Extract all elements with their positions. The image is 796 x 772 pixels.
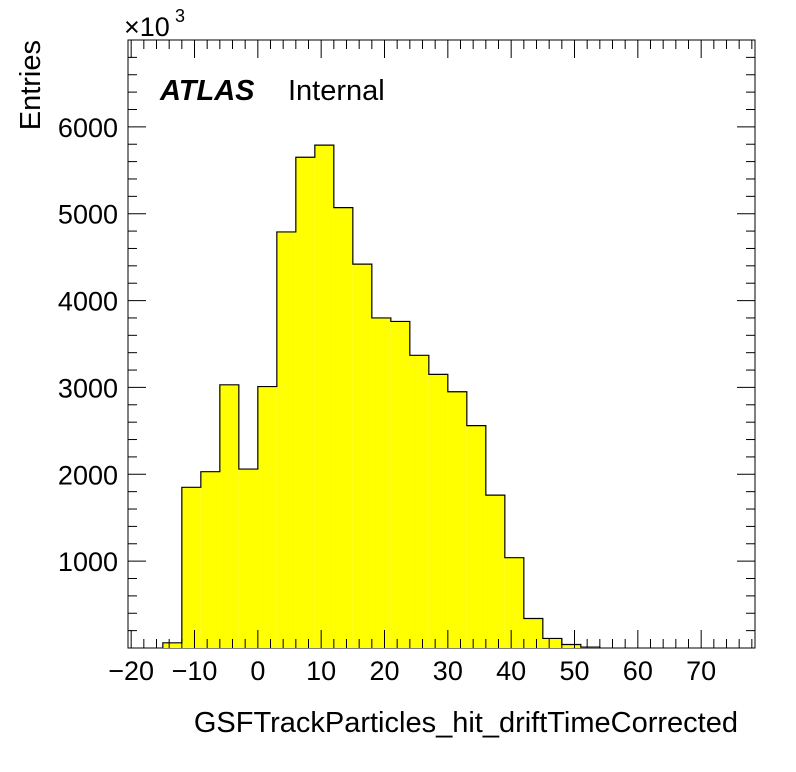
y-axis-label: Entries: [15, 40, 47, 130]
y-axis-multiplier-base: ×10: [124, 12, 170, 42]
histogram-bar: [542, 638, 562, 648]
internal-label: Internal: [288, 75, 385, 107]
histogram-bar: [485, 495, 505, 648]
y-tick-label: 3000: [58, 373, 118, 403]
histogram-bar: [314, 145, 334, 648]
atlas-label: ATLAS: [159, 75, 255, 107]
histogram-bar: [561, 644, 581, 648]
histogram-bar: [200, 471, 220, 648]
x-tick-label: −20: [108, 656, 154, 686]
histogram-bar: [257, 386, 277, 648]
x-tick-label: 20: [369, 656, 399, 686]
histogram-bar: [219, 384, 239, 648]
histogram-bar: [428, 374, 448, 648]
histogram-bar: [238, 469, 258, 648]
x-tick-label: 50: [559, 656, 589, 686]
histogram-bar: [523, 618, 543, 648]
x-axis-ticks: −20 −10 0 10 20 30 40 50 60 70: [108, 40, 753, 686]
histogram-bar: [333, 207, 353, 649]
histogram-bar: [352, 264, 372, 648]
histogram-bar: [371, 317, 391, 648]
y-tick-label: 1000: [58, 547, 118, 577]
y-tick-label: 6000: [58, 113, 118, 143]
x-tick-label: 70: [686, 656, 716, 686]
x-tick-label: 10: [306, 656, 336, 686]
x-tick-label: 0: [250, 656, 265, 686]
histogram-bar: [276, 231, 296, 648]
histogram-bar: [447, 391, 467, 648]
y-tick-label: 5000: [58, 200, 118, 230]
histogram-bar: [390, 321, 410, 648]
x-tick-label: 40: [496, 656, 526, 686]
histogram-bar: [504, 557, 524, 648]
histogram-bar: [181, 487, 201, 648]
y-tick-label: 4000: [58, 287, 118, 317]
y-axis-multiplier-exponent: 3: [175, 6, 185, 26]
x-axis-label: GSFTrackParticles_hit_driftTimeCorrected: [194, 707, 738, 739]
x-tick-label: 30: [433, 656, 463, 686]
histogram-outline: [162, 144, 601, 648]
y-axis-ticks: 1000 2000 3000 4000 5000 6000: [58, 56, 755, 632]
histogram-bar: [409, 355, 429, 648]
histogram-bar: [162, 642, 182, 648]
histogram-bar: [466, 425, 486, 648]
histogram-bar: [295, 157, 315, 648]
x-tick-label: 60: [623, 656, 653, 686]
x-tick-label: −10: [172, 656, 218, 686]
histogram-bars: [162, 144, 601, 649]
y-tick-label: 2000: [58, 460, 118, 490]
